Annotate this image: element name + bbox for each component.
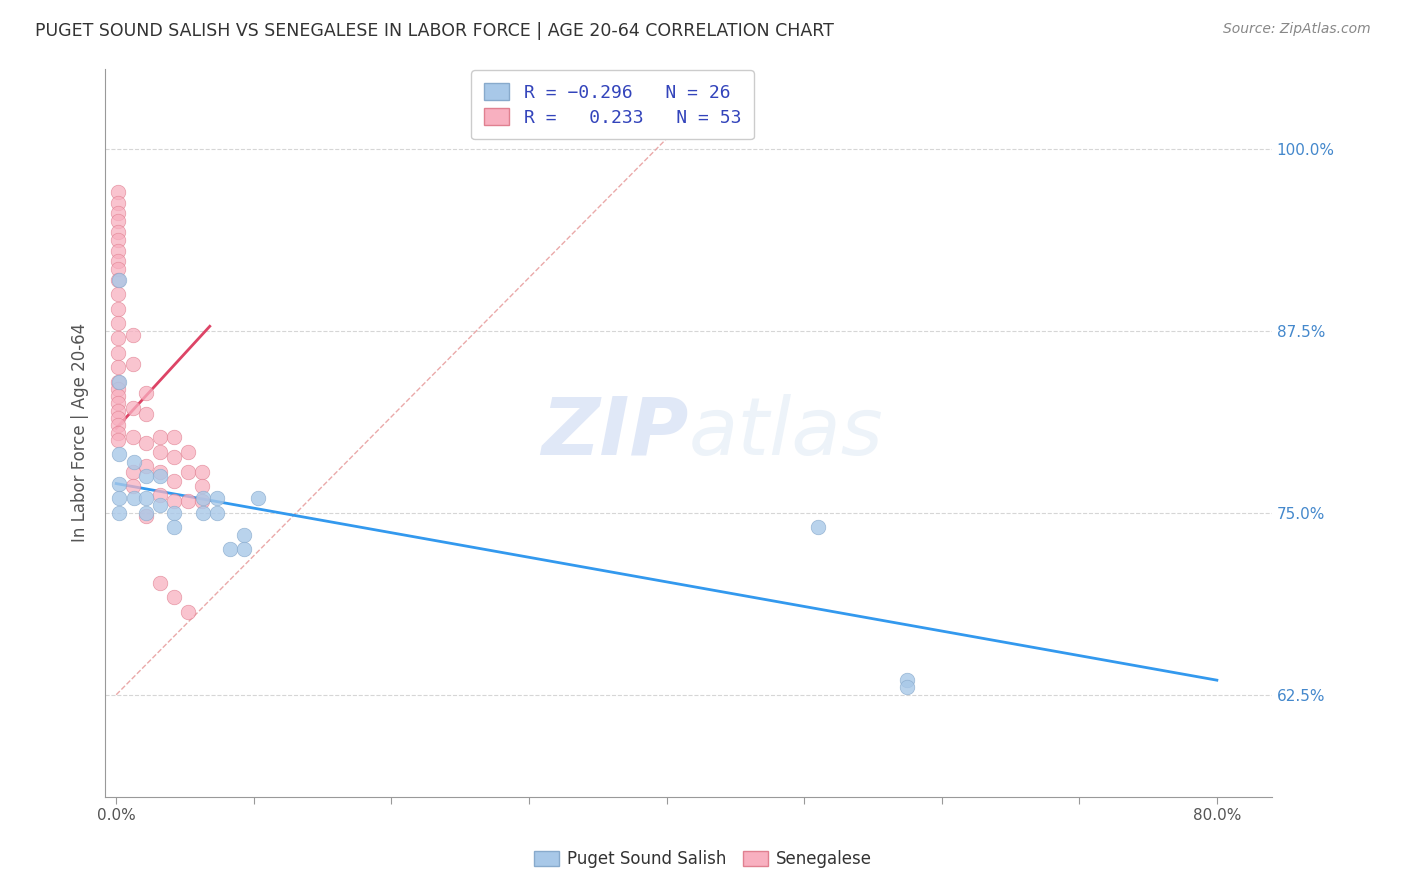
Point <box>177 605 200 619</box>
Point <box>135 407 157 421</box>
Point <box>107 186 129 200</box>
Point <box>121 328 143 343</box>
Point <box>107 301 129 316</box>
Point <box>107 360 129 375</box>
Point <box>163 520 186 534</box>
Point <box>108 506 131 520</box>
Point <box>108 273 131 287</box>
Text: PUGET SOUND SALISH VS SENEGALESE IN LABOR FORCE | AGE 20-64 CORRELATION CHART: PUGET SOUND SALISH VS SENEGALESE IN LABO… <box>35 22 834 40</box>
Point <box>107 195 129 210</box>
Point <box>177 444 200 458</box>
Point <box>107 396 129 410</box>
Point <box>149 465 172 479</box>
Point <box>233 527 256 541</box>
Point <box>135 506 157 520</box>
Point <box>107 403 129 417</box>
Text: atlas: atlas <box>689 393 883 472</box>
Point <box>107 225 129 239</box>
Point <box>107 273 129 287</box>
Point <box>108 476 131 491</box>
Point <box>108 447 131 461</box>
Point <box>121 479 143 493</box>
Point <box>107 411 129 425</box>
Point <box>107 287 129 301</box>
Point <box>107 418 129 433</box>
Point <box>107 214 129 228</box>
Point <box>149 430 172 444</box>
Point <box>191 506 214 520</box>
Point <box>149 499 172 513</box>
Point <box>121 357 143 371</box>
Point <box>135 386 157 401</box>
Point <box>108 375 131 389</box>
Point <box>896 673 918 688</box>
Legend: R = −0.296   N = 26, R =   0.233   N = 53: R = −0.296 N = 26, R = 0.233 N = 53 <box>471 70 754 139</box>
Point <box>190 479 212 493</box>
Legend: Puget Sound Salish, Senegalese: Puget Sound Salish, Senegalese <box>527 844 879 875</box>
Point <box>122 455 145 469</box>
Point <box>163 590 186 604</box>
Point <box>135 508 157 523</box>
Point <box>107 433 129 447</box>
Point <box>163 494 186 508</box>
Point <box>135 435 157 450</box>
Point <box>177 494 200 508</box>
Point <box>190 494 212 508</box>
Point <box>107 331 129 345</box>
Point <box>121 465 143 479</box>
Text: Source: ZipAtlas.com: Source: ZipAtlas.com <box>1223 22 1371 37</box>
Point <box>108 491 131 505</box>
Point <box>163 450 186 465</box>
Point <box>149 444 172 458</box>
Point <box>149 469 172 483</box>
Point <box>107 375 129 389</box>
Point <box>807 520 830 534</box>
Text: ZIP: ZIP <box>541 393 689 472</box>
Point <box>149 488 172 502</box>
Point <box>107 389 129 403</box>
Point <box>121 401 143 415</box>
Point <box>246 491 269 505</box>
Point <box>219 542 242 557</box>
Point <box>163 506 186 520</box>
Point <box>163 430 186 444</box>
Point <box>107 382 129 396</box>
Point <box>107 253 129 268</box>
Point <box>177 465 200 479</box>
Point <box>107 425 129 440</box>
Point <box>135 491 157 505</box>
Y-axis label: In Labor Force | Age 20-64: In Labor Force | Age 20-64 <box>72 323 89 542</box>
Point <box>107 317 129 331</box>
Point <box>107 345 129 359</box>
Point <box>205 506 228 520</box>
Point <box>896 681 918 695</box>
Point <box>233 542 256 557</box>
Point <box>122 491 145 505</box>
Point <box>107 244 129 258</box>
Point <box>135 469 157 483</box>
Point <box>135 459 157 474</box>
Point <box>163 474 186 488</box>
Point <box>107 233 129 247</box>
Point <box>149 575 172 590</box>
Point <box>107 262 129 277</box>
Point <box>107 205 129 219</box>
Point <box>121 430 143 444</box>
Point <box>191 491 214 505</box>
Point <box>205 491 228 505</box>
Point <box>190 465 212 479</box>
